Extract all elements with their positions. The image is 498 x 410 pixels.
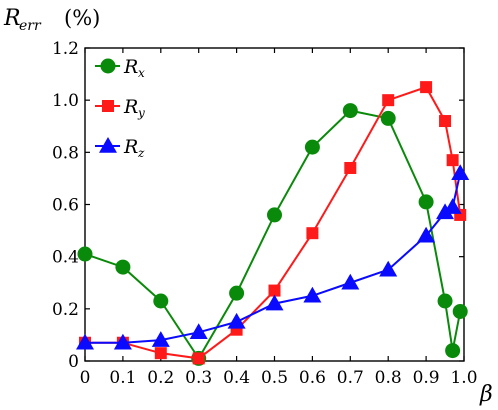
legend-label: R bbox=[123, 96, 138, 118]
y-axis-label: R err (%) bbox=[3, 6, 100, 34]
data-point bbox=[436, 203, 455, 220]
data-point bbox=[265, 294, 284, 311]
x-tick-label: 0.1 bbox=[109, 368, 136, 388]
data-point bbox=[420, 81, 433, 94]
legend-label-sub: z bbox=[137, 146, 145, 160]
data-point bbox=[192, 352, 205, 365]
x-tick-label: 0 bbox=[80, 368, 91, 388]
y-axis-label-unit: (%) bbox=[64, 6, 100, 30]
legend-label: R bbox=[123, 136, 138, 158]
x-tick-label: 0.8 bbox=[375, 368, 402, 388]
y-tick-label: 0.8 bbox=[52, 143, 79, 163]
data-point bbox=[443, 198, 462, 214]
data-point bbox=[437, 293, 453, 309]
data-point bbox=[451, 164, 470, 180]
x-tick-label: 0.5 bbox=[261, 368, 288, 388]
series-line bbox=[85, 172, 462, 344]
x-tick-label: 0.6 bbox=[299, 368, 326, 388]
data-point bbox=[268, 284, 281, 297]
y-tick-label: 0.6 bbox=[52, 196, 79, 216]
y-tick-label: 0.4 bbox=[52, 248, 79, 268]
data-point bbox=[151, 331, 170, 347]
y-axis-label-main: R bbox=[3, 6, 21, 31]
data-point bbox=[115, 259, 131, 275]
y-tick-label: 1.0 bbox=[52, 91, 79, 111]
data-point bbox=[76, 333, 94, 350]
data-point bbox=[267, 207, 282, 223]
legend-label: R bbox=[123, 56, 138, 78]
data-point bbox=[153, 293, 169, 309]
data-point bbox=[379, 260, 398, 277]
data-point bbox=[417, 226, 436, 243]
data-point bbox=[439, 115, 452, 128]
x-tick-label: 0.9 bbox=[413, 368, 440, 388]
x-tick-label: 0.4 bbox=[223, 368, 250, 388]
data-point bbox=[303, 286, 322, 303]
series-y bbox=[79, 81, 467, 365]
y-tick-label: 0.2 bbox=[52, 300, 79, 320]
data-point bbox=[382, 94, 395, 107]
data-point bbox=[304, 139, 320, 155]
data-point bbox=[446, 154, 459, 167]
data-point bbox=[227, 312, 246, 329]
axis-ticks: 0 0.1 0.2 0.3 0.4 0.5 0.6 0.7 0.8 0.9 1.0 0 0.2 0.4 0.… bbox=[52, 39, 478, 388]
data-point bbox=[380, 110, 396, 126]
data-point bbox=[344, 161, 357, 174]
data-point bbox=[189, 323, 208, 340]
data-point bbox=[99, 137, 117, 153]
y-axis-label-sub: err bbox=[19, 18, 42, 34]
series-layer bbox=[76, 81, 470, 366]
data-point bbox=[77, 246, 93, 262]
x-axis-label: β bbox=[479, 382, 493, 407]
data-point bbox=[100, 58, 116, 74]
data-point bbox=[445, 343, 461, 359]
data-point bbox=[341, 273, 360, 290]
y-tick-label: 1.2 bbox=[52, 39, 79, 59]
data-point bbox=[418, 194, 434, 210]
x-tick-label: 1.0 bbox=[450, 368, 477, 388]
data-point bbox=[342, 103, 358, 119]
legend-label-sub: x bbox=[138, 66, 145, 80]
data-point bbox=[229, 285, 245, 301]
y-tick-label: 0 bbox=[68, 352, 79, 372]
x-tick-label: 0.2 bbox=[147, 368, 174, 388]
data-point bbox=[154, 347, 167, 360]
series-line bbox=[85, 85, 462, 360]
x-tick-label: 0.3 bbox=[185, 368, 212, 388]
data-point bbox=[113, 333, 132, 350]
plot-frame bbox=[84, 47, 465, 362]
legend-label-sub: y bbox=[137, 106, 145, 120]
data-point bbox=[102, 100, 114, 112]
x-tick-label: 0.7 bbox=[337, 368, 364, 388]
data-point bbox=[452, 303, 468, 319]
data-point bbox=[306, 227, 319, 240]
series-z bbox=[76, 164, 470, 350]
